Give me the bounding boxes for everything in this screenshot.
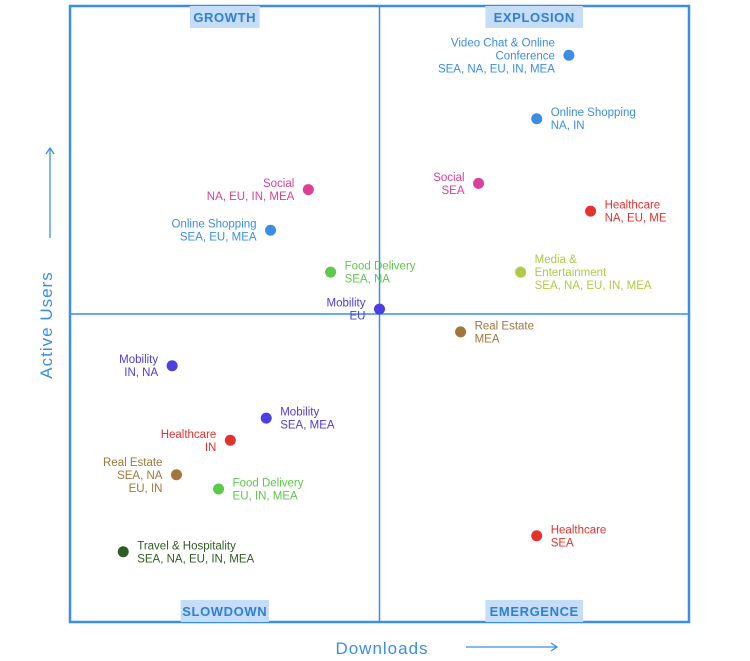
data-label-line: Healthcare (605, 200, 661, 212)
data-label-line: NA, EU, ME (605, 213, 667, 225)
data-point-media-explosion[interactable] (515, 266, 527, 278)
data-label-line: NA, IN (551, 120, 585, 132)
data-label-line: Food Delivery (345, 261, 416, 273)
data-point-healthcare-sea[interactable] (531, 530, 543, 542)
data-label-real-estate-explosion: Real Estate MEA (475, 320, 534, 345)
quadrant-badge-bottom-left (180, 600, 269, 622)
quadrant-label-bottom-right: EMERGENCE (490, 604, 579, 619)
x-axis-label: Downloads (335, 639, 428, 658)
data-label-food-delivery-slowdown: Food Delivery EU, IN, MEA (233, 477, 304, 502)
data-point-online-shopping-explosion[interactable] (531, 113, 543, 125)
data-label-line: IN, NA (124, 367, 158, 379)
data-label-line: SEA, MEA (280, 420, 335, 432)
data-label-line: EU, IN (129, 483, 163, 495)
data-point-travel-hospitality[interactable] (117, 546, 129, 558)
data-label-line: Social (263, 178, 294, 190)
data-label-real-estate-slowdown: Real Estate SEA, NA EU, IN (103, 457, 163, 495)
data-label-line: SEA, NA, EU, IN, MEA (438, 63, 555, 75)
data-label-line: Online Shopping (551, 107, 636, 119)
data-label-line: Online Shopping (172, 219, 257, 231)
data-label-line: EU (350, 311, 366, 323)
data-point-food-delivery-growth[interactable] (325, 266, 337, 278)
data-point-mobility-in-na[interactable] (166, 360, 178, 372)
data-point-mobility-eu[interactable] (374, 303, 385, 315)
data-label-line: IN (205, 442, 217, 454)
data-label-food-delivery-growth: Food Delivery SEA, NA (345, 261, 416, 286)
data-label-line: Entertainment (535, 267, 607, 279)
data-point-healthcare-explosion[interactable] (585, 205, 597, 217)
data-label-travel-hospitality: Travel & Hospitality SEA, NA, EU, IN, MEA (137, 540, 254, 565)
data-label-line: SEA, NA, EU, IN, MEA (137, 553, 254, 565)
quadrant-label-bottom-left: SLOWDOWN (182, 604, 267, 619)
data-point-real-estate-slowdown[interactable] (170, 469, 182, 481)
data-label-line: Social (433, 172, 464, 184)
quadrant-badge-bottom-right (485, 600, 584, 622)
data-label-line: Travel & Hospitality (137, 540, 236, 552)
data-label-line: SEA (551, 537, 574, 549)
data-label-line: Mobility (119, 354, 158, 366)
data-label-line: Mobility (327, 298, 366, 310)
data-point-real-estate-explosion[interactable] (455, 326, 467, 338)
data-label-line: Conference (495, 50, 554, 62)
data-label-online-shopping-growth: Online Shopping SEA, EU, MEA (172, 219, 257, 244)
data-label-healthcare-in: Healthcare IN (161, 429, 217, 454)
data-label-line: SEA, EU, MEA (180, 232, 257, 244)
data-label-line: Food Delivery (233, 477, 304, 489)
quadrant-badge-top-left (189, 6, 260, 28)
data-point-video-chat-explosion[interactable] (563, 49, 575, 61)
data-label-social-explosion: Social SEA (433, 172, 465, 197)
data-point-social-growth[interactable] (302, 184, 314, 196)
data-label-mobility-sea-mea: Mobility SEA, MEA (280, 407, 335, 432)
data-point-mobility-sea-mea[interactable] (260, 412, 272, 424)
data-label-healthcare-sea: Healthcare SEA (551, 524, 607, 549)
data-label-line: Healthcare (551, 524, 607, 536)
data-label-line: Media & (535, 254, 578, 266)
data-label-line: Healthcare (161, 429, 217, 441)
y-axis-label: Active Users (37, 271, 56, 378)
data-label-line: MEA (475, 333, 500, 345)
data-label-line: Real Estate (475, 320, 534, 332)
quadrant-label-top-left: GROWTH (193, 10, 256, 25)
data-label-line: SEA (442, 185, 465, 197)
data-label-line: SEA, NA, EU, IN, MEA (535, 280, 652, 292)
data-point-food-delivery-slowdown[interactable] (213, 483, 225, 495)
data-label-media-explosion: Media & Entertainment SEA, NA, EU, IN, MEA (535, 254, 652, 292)
quadrant-label-top-right: EXPLOSION (494, 10, 575, 25)
data-label-mobility-in-na: Mobility IN, NA (119, 354, 158, 379)
data-label-line: Real Estate (103, 457, 162, 469)
data-label-line: EU, IN, MEA (233, 490, 299, 502)
data-label-line: NA, EU, IN, MEA (207, 191, 295, 203)
data-label-line: Video Chat & Online (451, 37, 555, 49)
data-label-line: Mobility (280, 407, 319, 419)
data-point-online-shopping-growth[interactable] (265, 224, 277, 236)
quadrant-badge-top-right (485, 6, 584, 28)
data-point-healthcare-in[interactable] (224, 434, 236, 446)
data-label-mobility-eu: Mobility EU (327, 298, 366, 323)
data-label-healthcare-explosion: Healthcare NA, EU, ME (605, 200, 667, 225)
data-label-video-chat-explosion: Video Chat & Online Conference SEA, NA, EU… (438, 37, 555, 75)
data-point-social-explosion[interactable] (473, 177, 485, 189)
y-axis-arrowhead (45, 146, 55, 155)
x-axis-arrowhead (550, 642, 559, 652)
data-label-line: SEA, NA (345, 274, 391, 286)
data-label-online-shopping-explosion: Online Shopping NA, IN (551, 107, 636, 132)
data-label-line: SEA, NA (117, 470, 163, 482)
data-label-social-growth: Social NA, EU, IN, MEA (207, 178, 295, 203)
